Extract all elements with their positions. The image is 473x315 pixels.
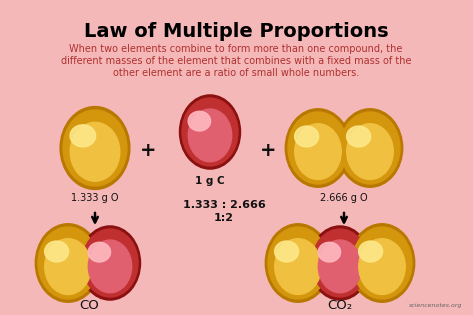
Text: other element are a ratio of small whole numbers.: other element are a ratio of small whole… xyxy=(113,68,359,78)
Text: CO: CO xyxy=(79,299,99,312)
Ellipse shape xyxy=(38,227,98,299)
Ellipse shape xyxy=(82,229,138,297)
Ellipse shape xyxy=(88,240,131,293)
Ellipse shape xyxy=(309,226,370,300)
Ellipse shape xyxy=(268,227,328,299)
Text: 2.666 g O: 2.666 g O xyxy=(320,193,368,203)
Ellipse shape xyxy=(359,241,383,262)
Ellipse shape xyxy=(188,109,232,162)
Ellipse shape xyxy=(70,122,120,181)
Ellipse shape xyxy=(349,224,415,302)
Ellipse shape xyxy=(275,241,298,262)
Text: 1.333 : 2.666: 1.333 : 2.666 xyxy=(183,200,265,210)
Ellipse shape xyxy=(188,111,210,131)
Ellipse shape xyxy=(312,229,368,297)
Ellipse shape xyxy=(44,241,69,262)
Ellipse shape xyxy=(182,98,238,166)
Ellipse shape xyxy=(35,224,101,302)
Ellipse shape xyxy=(352,227,412,299)
Ellipse shape xyxy=(179,95,240,169)
Ellipse shape xyxy=(265,224,331,302)
Ellipse shape xyxy=(60,106,130,189)
Text: +: + xyxy=(260,140,276,159)
Ellipse shape xyxy=(347,126,371,147)
Ellipse shape xyxy=(347,124,393,180)
Ellipse shape xyxy=(79,226,140,300)
Text: CO₂: CO₂ xyxy=(327,299,352,312)
Text: Law of Multiple Proportions: Law of Multiple Proportions xyxy=(84,22,388,41)
Ellipse shape xyxy=(318,240,362,293)
Ellipse shape xyxy=(288,112,348,184)
Ellipse shape xyxy=(359,239,405,295)
Text: When two elements combine to form more than one compound, the: When two elements combine to form more t… xyxy=(70,44,403,54)
Ellipse shape xyxy=(318,242,341,262)
Ellipse shape xyxy=(340,112,400,184)
Ellipse shape xyxy=(63,110,127,186)
Text: sciencenotes.org: sciencenotes.org xyxy=(409,303,462,308)
Text: 1.333 g O: 1.333 g O xyxy=(71,193,119,203)
Text: 1:2: 1:2 xyxy=(214,213,234,223)
Ellipse shape xyxy=(45,239,91,295)
Ellipse shape xyxy=(295,126,319,147)
Ellipse shape xyxy=(70,125,96,147)
Ellipse shape xyxy=(337,109,403,187)
Text: different masses of the element that combines with a fixed mass of the: different masses of the element that com… xyxy=(61,56,411,66)
Ellipse shape xyxy=(285,109,350,187)
Text: +: + xyxy=(140,140,156,159)
Ellipse shape xyxy=(88,242,111,262)
Text: 1 g C: 1 g C xyxy=(195,176,225,186)
Ellipse shape xyxy=(295,124,341,180)
Ellipse shape xyxy=(275,239,321,295)
